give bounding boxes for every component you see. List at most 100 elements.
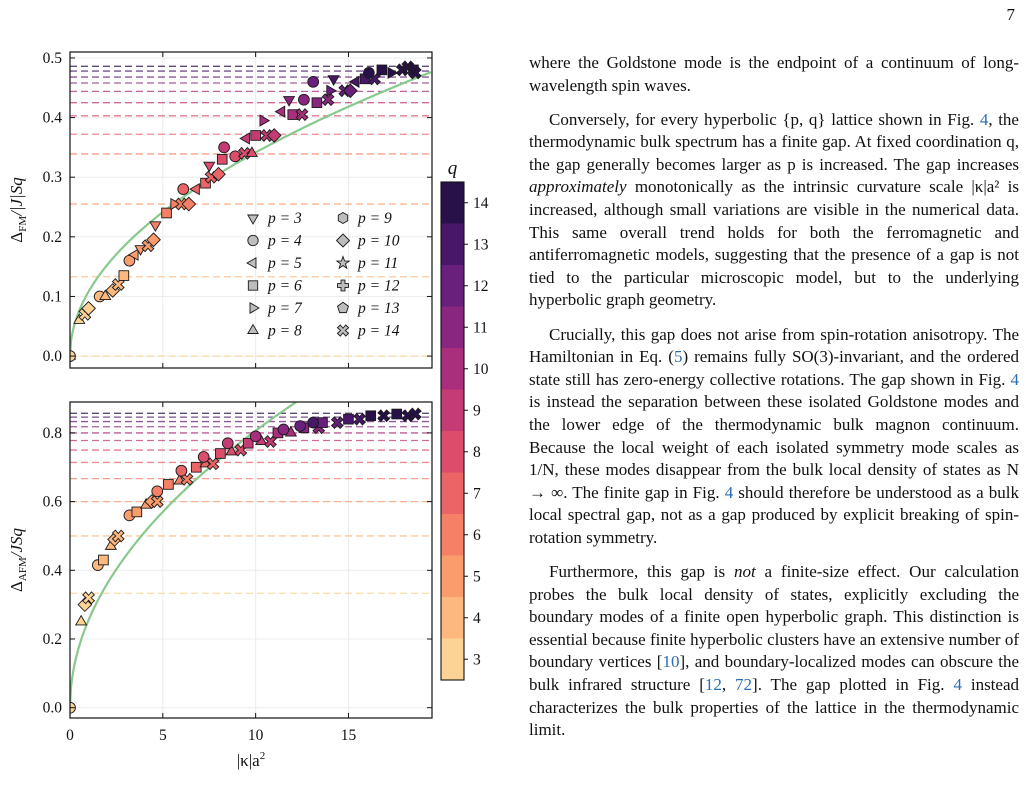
text-segment: , <box>721 674 736 694</box>
legend-marker-hexagon <box>337 212 349 224</box>
y-tick-label: 0.2 <box>43 631 62 648</box>
legend-marker-x <box>336 324 350 337</box>
colorbar-tick-label: 11 <box>473 319 488 336</box>
y-tick-label: 0.1 <box>43 288 62 305</box>
data-point <box>353 412 367 426</box>
colorbar-tick-label: 6 <box>473 527 481 544</box>
y-axis-label-main: Δ <box>7 232 26 243</box>
text-segment: should therefore be understood as a bulk… <box>529 482 1019 547</box>
reference-link[interactable]: 5 <box>673 347 683 367</box>
colorbar-tick-label: 7 <box>473 485 481 502</box>
figure-4: 0.0 0.1 0.2 0.3 0.4 0.5 ΔFM/|J|Sq 0 5 10 15 0.0 0.2 0… <box>0 0 512 805</box>
data-point <box>307 75 320 88</box>
colorbar-tick-label: 8 <box>473 444 481 461</box>
data-point <box>365 410 377 422</box>
legend-marker-circle <box>247 234 259 247</box>
x-tick-label: 5 <box>159 727 167 744</box>
data-point <box>342 83 358 99</box>
legend-entry: p = 7 <box>249 300 303 317</box>
data-point <box>215 448 226 459</box>
legend-label: p = 11 <box>357 255 398 272</box>
data-point <box>307 416 320 429</box>
colorbar-segment-q6 <box>441 514 464 556</box>
data-point <box>99 289 112 301</box>
colorbar-segment-q13 <box>441 223 464 266</box>
data-point <box>282 96 296 107</box>
legend-marker-plus <box>337 279 349 292</box>
reference-link[interactable]: 10 <box>662 652 680 672</box>
y-tick-label: 0.6 <box>43 494 63 511</box>
reference-link[interactable]: 4 <box>979 109 989 129</box>
legend-entry: p = 9 <box>337 210 392 227</box>
data-point <box>189 182 200 196</box>
text-segment: ) remains fully SO(3)-invariant, and the… <box>529 347 1019 389</box>
data-point <box>326 84 338 97</box>
text-segment: Furthermore, this gap is <box>549 561 734 581</box>
text-segment: is instead the separation between these … <box>529 392 1019 502</box>
data-point <box>163 479 174 490</box>
data-points <box>70 60 422 362</box>
legend-label: p = 8 <box>267 323 302 340</box>
text-segment: where the Goldstone mode is the endpoint… <box>529 53 1019 95</box>
y-tick-label: 0.4 <box>43 110 63 127</box>
x-axis-label-main: |κ|a <box>237 751 260 770</box>
axes-frame <box>69 401 433 719</box>
data-point <box>82 591 96 605</box>
paragraph-3: Crucially, this gap does not arise from … <box>529 324 1019 550</box>
data-point <box>203 161 216 173</box>
reference-link[interactable]: 12 <box>704 674 722 694</box>
legend-label: p = 12 <box>357 278 400 295</box>
data-point <box>74 614 88 626</box>
legend: p = 3 p = 4 p = 5 p = 6 p = 7 p = 8 p = 9 p = 1… <box>246 210 400 340</box>
reference-link[interactable]: 72 <box>735 674 753 694</box>
legend-entry: p = 3 <box>247 210 302 227</box>
colorbar-segment-q5 <box>441 555 464 598</box>
legend-entry: p = 8 <box>247 323 302 340</box>
legend-label: p = 5 <box>267 255 302 272</box>
colorbar-segment-q8 <box>441 431 464 473</box>
data-point <box>161 207 172 219</box>
legend-entry: p = 13 <box>337 300 400 317</box>
data-point <box>264 435 277 448</box>
data-point <box>295 108 309 122</box>
bottom-panel: 0 5 10 15 0.0 0.2 0.4 0.6 0.8 ΔAFM/JSq |κ|a2 <box>7 401 433 770</box>
colorbar-tick-label: 5 <box>473 568 481 585</box>
x-axis-label: |κ|a2 <box>237 750 265 770</box>
reference-link[interactable]: 4 <box>1010 369 1020 389</box>
reference-link[interactable]: 4 <box>953 674 962 694</box>
text-segment: monotonically as the intrinsic curvature… <box>529 177 1019 310</box>
data-point <box>242 437 254 449</box>
data-point <box>387 66 399 80</box>
legend-entry: p = 10 <box>335 233 400 250</box>
y-axis-label: ΔAFM/JSq <box>7 527 29 592</box>
colorbar-segment-q10 <box>441 348 464 390</box>
colorbar-segment-q12 <box>441 265 464 307</box>
y-tick-label: 0.0 <box>43 700 63 717</box>
legend-entry: p = 12 <box>337 278 400 295</box>
paragraph-4: Furthermore, this gap is not a finite-si… <box>529 561 1019 742</box>
legend-label: p = 10 <box>357 233 400 250</box>
legend-entry: p = 6 <box>247 278 302 295</box>
colorbar-label: q <box>448 158 458 179</box>
text-segment: , the thermodynamic bulk spectrum has a … <box>529 109 1019 174</box>
colorbar-segment-q4 <box>441 597 464 639</box>
data-point <box>330 416 344 430</box>
x-tick-label: 10 <box>248 727 264 744</box>
text-segment: ], and boundary-localized modes can obsc… <box>529 652 1019 694</box>
legend-marker-triangle-down <box>247 214 259 225</box>
data-point <box>317 417 328 428</box>
text-segment: Conversely, for every hyperbolic {p, q} … <box>549 109 980 129</box>
data-point <box>177 183 190 195</box>
y-tick-label: 0.0 <box>43 348 63 365</box>
y-tick-label: 0.3 <box>43 169 63 186</box>
colorbar-segment-q9 <box>441 389 464 432</box>
legend-entry: p = 5 <box>246 255 302 272</box>
paragraph-1: where the Goldstone mode is the endpoint… <box>529 52 1019 97</box>
body-text: where the Goldstone mode is the endpoint… <box>529 52 1019 753</box>
legend-label: p = 4 <box>267 233 302 250</box>
y-tick-label: 0.5 <box>43 50 63 67</box>
reference-link[interactable]: 4 <box>724 482 734 502</box>
data-point <box>250 130 261 141</box>
data-point <box>348 75 360 88</box>
